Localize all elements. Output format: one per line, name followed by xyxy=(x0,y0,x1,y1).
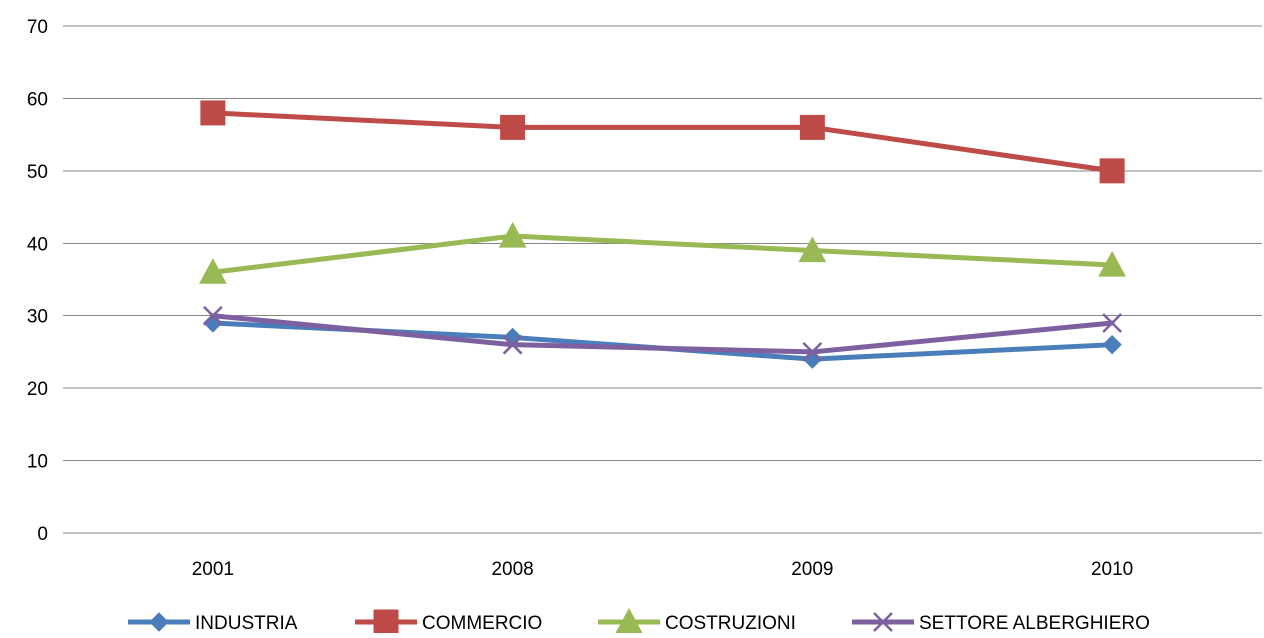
data-point xyxy=(502,334,523,355)
x-axis-tick-labels: 2001 2008 2009 2010 xyxy=(192,559,1134,580)
legend-item: INDUSTRIA xyxy=(128,612,298,634)
y-axis-tick-labels: 0 10 20 30 40 50 60 70 xyxy=(27,17,48,545)
data-point xyxy=(500,114,526,140)
series-line xyxy=(210,233,1115,275)
y-tick-label: 0 xyxy=(37,524,48,545)
data-point xyxy=(1099,158,1125,184)
legend-item: SETTORE ALBERGHIERO xyxy=(852,612,1150,634)
x-tick-label: 2009 xyxy=(791,559,833,580)
x-tick-label: 2008 xyxy=(491,559,533,580)
legend-item: COSTRUZIONI xyxy=(598,607,796,634)
legend-marker xyxy=(149,612,169,632)
y-tick-label: 60 xyxy=(27,89,48,110)
data-point xyxy=(1102,313,1123,333)
x-tick-label: 2001 xyxy=(192,559,234,580)
series-line xyxy=(210,313,1115,355)
legend-label: COSTRUZIONI xyxy=(665,613,796,633)
series-industria xyxy=(203,313,1122,369)
data-point xyxy=(199,258,227,284)
legend-label: SETTORE ALBERGHIERO xyxy=(919,613,1150,633)
data-point xyxy=(802,342,823,362)
data-point xyxy=(200,100,226,126)
legend-label: COMMERCIO xyxy=(422,613,542,633)
data-point xyxy=(498,221,527,248)
y-tick-label: 10 xyxy=(27,452,48,473)
data-point xyxy=(202,305,223,326)
y-tick-label: 40 xyxy=(27,234,48,255)
data-point xyxy=(1102,334,1122,355)
legend-marker xyxy=(873,612,893,632)
legend-item: COMMERCIO xyxy=(355,609,542,635)
data-point xyxy=(1098,250,1126,277)
legend: INDUSTRIA COMMERCIO COSTRUZIONI SETTORE ALB… xyxy=(128,607,1150,635)
data-point xyxy=(799,114,825,140)
legend-marker xyxy=(373,609,399,635)
gridlines xyxy=(63,25,1262,534)
y-tick-label: 50 xyxy=(27,162,48,183)
data-point xyxy=(798,236,827,263)
series-commercio xyxy=(200,100,1125,184)
y-tick-label: 20 xyxy=(27,379,48,400)
series-lines xyxy=(199,100,1126,369)
series-costruzioni xyxy=(199,221,1126,284)
series-settore-alberghiero xyxy=(202,305,1123,362)
legend-label: INDUSTRIA xyxy=(195,613,298,633)
x-tick-label: 2010 xyxy=(1091,559,1133,580)
y-tick-label: 30 xyxy=(27,307,48,328)
y-tick-label: 70 xyxy=(27,17,48,38)
series-line xyxy=(210,110,1115,174)
